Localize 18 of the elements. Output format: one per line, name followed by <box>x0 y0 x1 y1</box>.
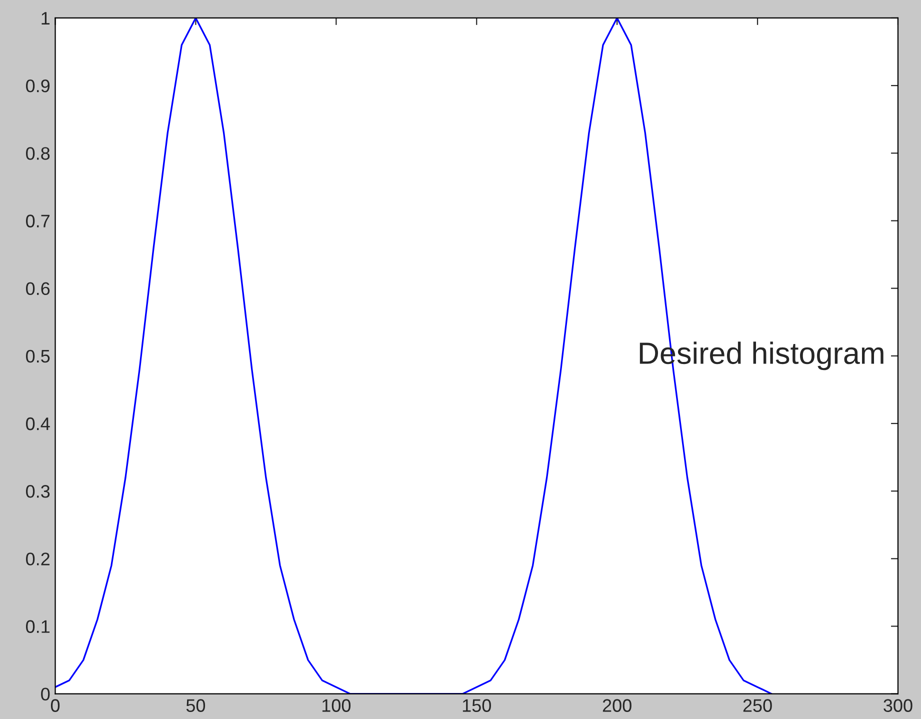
x-tick-label: 300 <box>884 699 912 712</box>
y-tick-label: 0.2 <box>26 552 50 566</box>
y-tick-label: 0.8 <box>26 147 50 160</box>
y-tick-label: 0.1 <box>26 620 50 633</box>
x-tick-label: 0 <box>50 699 60 712</box>
y-tick-label: 0.5 <box>26 350 50 363</box>
y-tick-label: 0.9 <box>26 79 50 92</box>
y-tick-label: 1 <box>42 12 50 25</box>
y-tick-label: 0.3 <box>26 485 50 498</box>
x-tick-label: 200 <box>602 699 632 712</box>
y-tick-label: 0 <box>41 688 50 701</box>
x-tick-label: 150 <box>462 699 491 712</box>
y-tick-label: 0.4 <box>26 417 50 430</box>
x-tick-label: 50 <box>186 699 206 712</box>
x-tick-label: 250 <box>743 699 772 712</box>
x-tick-label: 100 <box>322 699 351 712</box>
y-tick-label: 0.6 <box>26 282 50 296</box>
y-tick-label: 0.7 <box>26 214 50 228</box>
